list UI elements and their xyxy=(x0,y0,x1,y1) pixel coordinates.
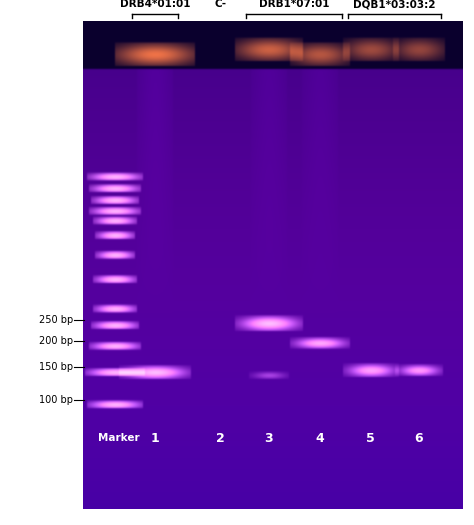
Text: 5: 5 xyxy=(366,432,375,445)
Text: 200 bp: 200 bp xyxy=(39,336,73,346)
Text: 1: 1 xyxy=(150,432,159,445)
Text: 3: 3 xyxy=(264,432,273,445)
Text: 250 bp: 250 bp xyxy=(39,316,73,326)
Text: C-: C- xyxy=(215,0,227,9)
Text: 100 bp: 100 bp xyxy=(39,394,73,405)
Text: Marker: Marker xyxy=(98,434,140,444)
Text: 150 bp: 150 bp xyxy=(39,362,73,372)
Text: 2: 2 xyxy=(216,432,225,445)
Text: DQB1*03:03:2: DQB1*03:03:2 xyxy=(353,0,436,9)
Text: DRB4*01:01: DRB4*01:01 xyxy=(119,0,190,9)
Text: 4: 4 xyxy=(315,432,324,445)
Text: 6: 6 xyxy=(414,432,422,445)
Text: DRB1*07:01: DRB1*07:01 xyxy=(259,0,329,9)
